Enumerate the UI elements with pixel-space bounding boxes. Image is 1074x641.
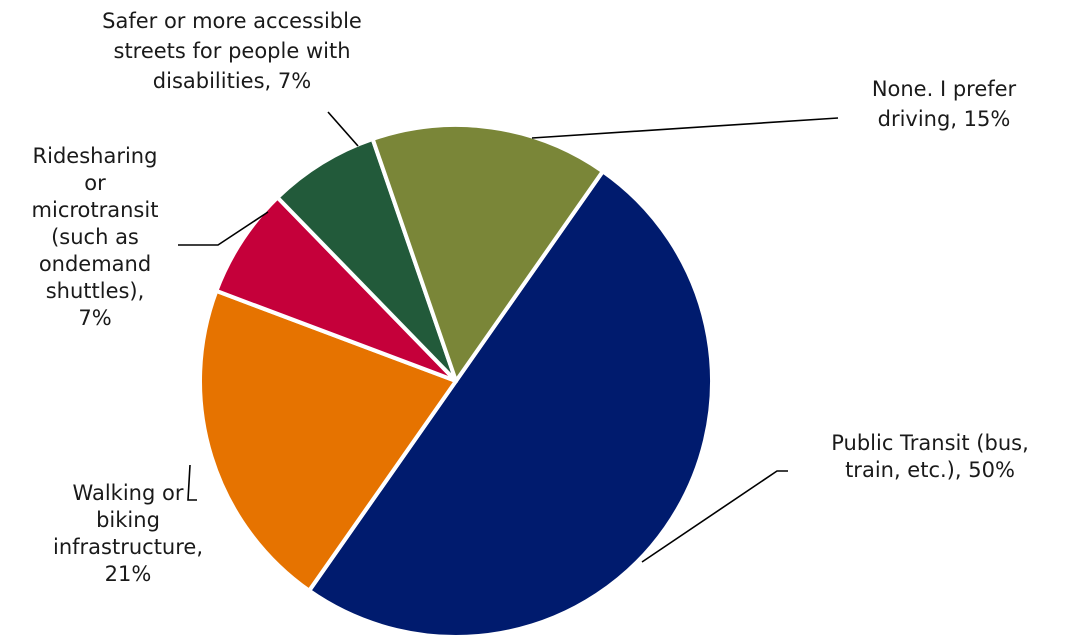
- slice-label-line: driving, 15%: [878, 107, 1011, 131]
- slice-label-line: 21%: [105, 562, 152, 586]
- leader-lines: [178, 111, 839, 563]
- slice-label-line: Public Transit (bus,: [831, 431, 1029, 455]
- slice-label-line: streets for people with: [114, 39, 351, 63]
- slice-label-safer-or-more-accessible-streets-for-people-with-disabilities: Safer or more accessible streets for peop…: [102, 9, 362, 93]
- pie-slice-ridesharing-or-microtransit-such-as-ondemand-shuttles: [214, 195, 458, 383]
- slice-label-line: Safer or more accessible: [102, 9, 362, 33]
- leader-line-ridesharing-or-microtransit-such-as-ondemand-shuttles: [178, 211, 269, 246]
- slice-labels: Public Transit (bus, train, etc.), 50% Wal…: [32, 9, 1029, 586]
- leader-line-public-transit-bus-train-etc: [641, 470, 788, 563]
- slice-label-line: 7%: [78, 306, 111, 330]
- slice-label-line: or: [84, 171, 106, 195]
- pie-slice-none-i-prefer-driving: [370, 123, 605, 383]
- slice-label-line: microtransit: [32, 198, 159, 222]
- slice-label-line: Walking or: [73, 481, 184, 505]
- slice-label-line: None. I prefer: [872, 77, 1017, 101]
- leader-line-none-i-prefer-driving: [531, 117, 839, 139]
- slice-label-line: infrastructure,: [53, 535, 203, 559]
- slice-label-line: (such as: [51, 225, 139, 249]
- leader-line-safer-or-more-accessible-streets-for-people-with-disabilities: [327, 111, 359, 147]
- slice-label-line: disabilities, 7%: [153, 69, 311, 93]
- pie-slice-public-transit-bus-train-etc: [307, 169, 714, 639]
- pie-slices: [198, 123, 714, 639]
- slice-label-walking-or-biking-infrastructure: Walking or biking infrastructure, 21%: [53, 481, 203, 586]
- leader-line-walking-or-biking-infrastructure: [187, 464, 197, 501]
- pie-slice-safer-or-more-accessible-streets-for-people-with-disabilities: [275, 136, 458, 383]
- slice-label-line: ondemand: [39, 252, 151, 276]
- slice-label-line: train, etc.), 50%: [845, 458, 1015, 482]
- pie-slice-walking-or-biking-infrastructure: [198, 288, 458, 593]
- slice-label-line: Ridesharing: [33, 144, 158, 168]
- slice-label-none-i-prefer-driving: None. I prefer driving, 15%: [872, 77, 1017, 131]
- slice-label-line: shuttles),: [46, 279, 145, 303]
- slice-label-line: biking: [96, 508, 160, 532]
- slice-label-public-transit-bus-train-etc: Public Transit (bus, train, etc.), 50%: [831, 431, 1029, 482]
- slice-label-ridesharing-or-microtransit-such-as-ondemand-shuttles: Ridesharing or microtransit (such as ondeman…: [32, 144, 159, 330]
